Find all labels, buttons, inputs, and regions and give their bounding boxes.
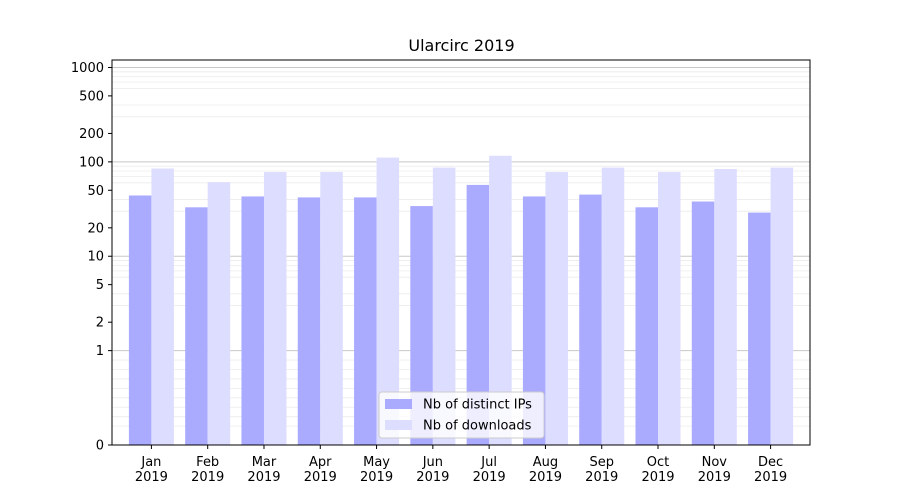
- y-tick-label: 200: [79, 127, 104, 142]
- y-tick-label: 20: [87, 221, 104, 236]
- x-tick-label: Nov 2019: [698, 455, 731, 485]
- legend-swatch-ips: [385, 399, 412, 409]
- x-tick-year: 2019: [473, 470, 506, 485]
- bar-distinct-ips: [241, 196, 264, 445]
- x-tick-year: 2019: [754, 470, 787, 485]
- y-tick-label: 100: [79, 155, 104, 170]
- x-tick-month: Jan: [140, 455, 161, 470]
- y-tick-label: 5: [96, 278, 104, 293]
- x-tick-label: Apr 2019: [304, 455, 337, 485]
- x-tick-month: Sep: [589, 455, 614, 470]
- x-tick-year: 2019: [698, 470, 731, 485]
- x-tick-year: 2019: [585, 470, 618, 485]
- bar-downloads: [658, 172, 681, 445]
- x-tick-year: 2019: [360, 470, 393, 485]
- x-tick-label: Mar 2019: [247, 455, 280, 485]
- x-tick-year: 2019: [304, 470, 337, 485]
- bar-distinct-ips: [297, 197, 321, 445]
- x-tick-month: Dec: [758, 455, 783, 470]
- bar-distinct-ips: [691, 201, 715, 445]
- bar-downloads: [207, 182, 231, 445]
- x-tick-label: Oct 2019: [641, 455, 674, 485]
- y-axis: 0 1 2 5 10 20 50 100 200 500 1000: [71, 61, 112, 454]
- bar-distinct-ips: [466, 184, 490, 446]
- x-tick-month: Apr: [309, 455, 332, 470]
- bar-distinct-ips: [579, 194, 602, 445]
- bar-downloads: [151, 168, 174, 445]
- x-tick-month: Jun: [422, 455, 443, 470]
- x-tick-label: Dec 2019: [754, 455, 787, 485]
- y-tick-label: 2: [96, 316, 104, 331]
- x-tick-month: Jul: [480, 455, 497, 470]
- x-tick-label: Aug 2019: [529, 455, 562, 485]
- bar-downloads: [489, 155, 512, 445]
- plot-area-frame: [111, 59, 811, 446]
- bar-distinct-ips: [522, 196, 546, 445]
- bar-downloads: [714, 169, 737, 445]
- legend-swatch-downloads: [385, 420, 412, 430]
- bar-distinct-ips: [748, 212, 771, 445]
- bar-distinct-ips: [128, 195, 152, 445]
- bars: [128, 155, 794, 446]
- x-tick-month: Feb: [196, 455, 219, 470]
- x-tick-label: Sep 2019: [585, 455, 618, 485]
- x-tick-month: Mar: [252, 455, 277, 470]
- x-tick-month: Aug: [533, 455, 558, 470]
- x-tick-month: Oct: [647, 455, 669, 470]
- y-tick-label: 1: [96, 344, 104, 359]
- x-tick-month: May: [363, 455, 390, 470]
- legend: Nb of distinct IPs Nb of downloads: [378, 391, 545, 439]
- bar-downloads: [376, 157, 400, 446]
- bar-downloads: [601, 167, 625, 445]
- x-tick-year: 2019: [641, 470, 674, 485]
- bar-downloads: [545, 172, 568, 445]
- x-tick-label: Feb 2019: [191, 455, 224, 485]
- y-tick-label: 0: [96, 439, 104, 454]
- x-tick-year: 2019: [191, 470, 224, 485]
- y-tick-label: 500: [79, 89, 104, 104]
- x-tick-label: May 2019: [360, 455, 393, 485]
- y-tick-label: 1000: [71, 61, 104, 76]
- bar-distinct-ips: [354, 197, 377, 445]
- bar-downloads: [320, 172, 343, 445]
- x-tick-month: Nov: [702, 455, 728, 470]
- legend-label-downloads: Nb of downloads: [423, 419, 532, 434]
- bar-downloads: [263, 172, 287, 445]
- bar-distinct-ips: [410, 206, 433, 445]
- legend-box: [378, 391, 545, 439]
- bar-distinct-ips: [635, 207, 659, 445]
- y-tick-label: 10: [87, 250, 104, 265]
- chart-title: Ularcirc 2019: [408, 36, 514, 55]
- bar-downloads: [770, 167, 794, 445]
- x-tick-year: 2019: [529, 470, 562, 485]
- bar-downloads: [432, 167, 456, 445]
- bar-distinct-ips: [185, 207, 208, 445]
- x-tick-year: 2019: [135, 470, 168, 485]
- x-tick-label: Jan 2019: [135, 455, 168, 485]
- x-tick-year: 2019: [416, 470, 449, 485]
- x-tick-label: Jun 2019: [416, 455, 449, 485]
- x-tick-year: 2019: [247, 470, 280, 485]
- x-tick-label: Jul 2019: [473, 455, 506, 485]
- legend-label-ips: Nb of distinct IPs: [423, 398, 532, 413]
- y-tick-label: 50: [87, 184, 104, 199]
